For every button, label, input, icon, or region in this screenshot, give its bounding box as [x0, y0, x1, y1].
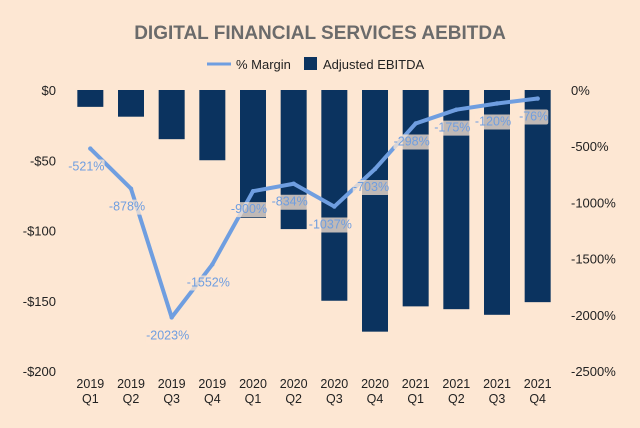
margin-data-label: -1037%	[309, 218, 352, 232]
margin-point	[454, 107, 459, 112]
margin-data-label: -1552%	[187, 275, 230, 289]
margin-point	[128, 186, 134, 191]
x-tick-label-quarter: Q4	[367, 392, 384, 406]
margin-point	[494, 101, 500, 106]
x-tick-label-year: 2019	[76, 377, 104, 391]
y-left-tick-label: -$200	[23, 364, 56, 379]
y-right-tick-label: -1500%	[571, 252, 616, 267]
bar	[240, 90, 266, 218]
data-label-bg	[519, 109, 549, 125]
margin-data-label: -878%	[109, 200, 145, 214]
data-label-bg	[186, 275, 231, 291]
x-tick-label-year: 2021	[524, 377, 552, 391]
x-tick-label-quarter: Q4	[204, 392, 221, 406]
bar	[321, 90, 348, 301]
margin-data-label: -834%	[272, 195, 308, 209]
y-right-tick-label: -2000%	[571, 308, 616, 323]
data-label-bg	[352, 180, 390, 196]
legend-label-margin: % Margin	[236, 57, 291, 72]
data-label-bg	[68, 159, 105, 175]
margin-data-label: -521%	[68, 160, 104, 174]
x-tick-label-quarter: Q2	[285, 392, 302, 406]
data-label-bg	[108, 199, 146, 215]
margin-data-label: -900%	[231, 202, 267, 216]
margin-point	[291, 181, 296, 186]
bar	[362, 90, 388, 332]
bar-series	[77, 90, 551, 332]
x-tick-label-year: 2021	[442, 377, 470, 391]
x-tick-label-year: 2019	[158, 377, 186, 391]
margin-point	[332, 204, 337, 209]
margin-point	[169, 315, 174, 320]
y-left-tick-label: -$100	[23, 224, 56, 239]
x-tick-label-year: 2020	[361, 377, 389, 391]
x-tick-label-quarter: Q1	[82, 392, 99, 406]
data-label-bg	[230, 202, 268, 218]
x-tick-label-year: 2021	[402, 377, 430, 391]
x-tick-label-quarter: Q1	[245, 392, 262, 406]
bar	[118, 90, 144, 117]
data-label-bg	[393, 134, 430, 150]
data-label-bg	[308, 217, 353, 233]
bar	[158, 90, 185, 140]
margin-data-label: -298%	[394, 134, 430, 148]
x-tick-label-quarter: Q2	[448, 392, 465, 406]
legend-label-ebitda: Adjusted EBITDA	[323, 57, 424, 72]
margin-data-label: -76%	[519, 110, 548, 124]
margin-point	[372, 166, 378, 172]
x-tick-label-year: 2019	[198, 377, 226, 391]
margin-point	[535, 96, 540, 101]
margin-point	[413, 121, 418, 126]
data-labels: -521% -878% -2023% -1552% -900% -834%-1037% -7…	[68, 109, 549, 344]
margin-data-label: -2023%	[146, 328, 189, 342]
bar	[199, 90, 226, 161]
x-tick-label-year: 2019	[117, 377, 145, 391]
margin-point	[88, 146, 93, 151]
data-label-bg	[271, 194, 308, 210]
margin-line	[88, 96, 540, 320]
axes: $0 -$50 -$100 -$150 -$200 0% -500% -1000% -1500%…	[23, 83, 616, 406]
chart-title: DIGITAL FINANCIAL SERVICES AEBITDA	[134, 23, 506, 44]
margin-data-label: -703%	[353, 180, 389, 194]
margin-point	[250, 188, 256, 194]
x-tick-label-quarter: Q3	[163, 392, 180, 406]
margin-point	[210, 262, 215, 267]
data-label-bg	[145, 328, 190, 344]
y-left-tick-label: $0	[42, 83, 56, 98]
line-series	[88, 96, 540, 320]
data-label-bg	[474, 114, 512, 130]
x-tick-label-year: 2020	[280, 377, 308, 391]
margin-data-label: -120%	[475, 114, 511, 128]
y-right-tick-label: 0%	[571, 83, 590, 98]
data-label-bg	[434, 120, 471, 136]
x-tick-label-year: 2020	[320, 377, 348, 391]
x-tick-label-quarter: Q3	[326, 392, 343, 406]
bar	[524, 90, 551, 303]
y-right-tick-label: -1000%	[571, 195, 616, 210]
x-tick-label-quarter: Q4	[529, 392, 546, 406]
y-right-tick-label: -2500%	[571, 364, 616, 379]
legend: % Margin Adjusted EBITDA	[207, 57, 424, 72]
y-right-tick-label: -500%	[571, 139, 609, 154]
x-tick-label-quarter: Q2	[123, 392, 140, 406]
x-tick-label-quarter: Q3	[489, 392, 506, 406]
y-left-tick-label: -$50	[30, 153, 56, 168]
x-tick-label-year: 2020	[239, 377, 267, 391]
x-tick-label-year: 2021	[483, 377, 511, 391]
y-left-tick-label: -$150	[23, 294, 56, 309]
x-tick-label-quarter: Q1	[407, 392, 424, 406]
legend-bar-swatch	[304, 57, 317, 70]
bar	[77, 90, 104, 107]
margin-data-label: -175%	[434, 121, 470, 135]
